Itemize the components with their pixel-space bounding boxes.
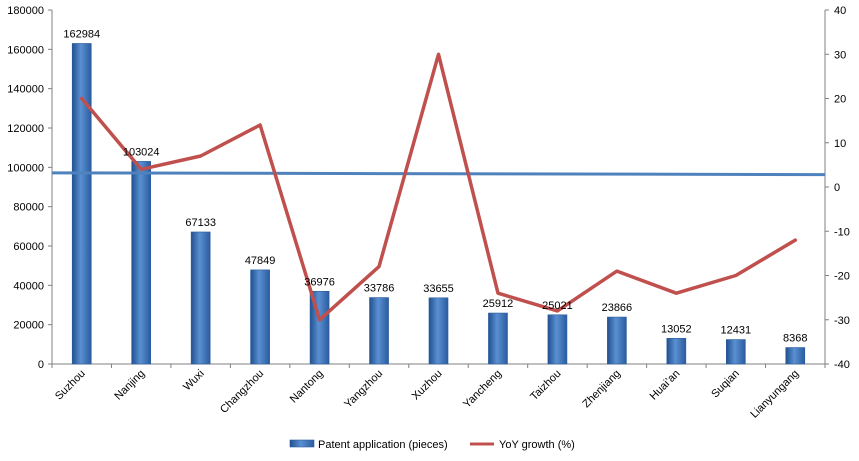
bar: [131, 161, 152, 365]
left-axis-tick-label: 140000: [7, 84, 44, 96]
bar-data-label: 67133: [185, 217, 216, 229]
line-point: [735, 275, 737, 276]
x-axis-tick-label: Lianyungang: [748, 368, 801, 421]
bar: [547, 314, 568, 365]
bar: [190, 231, 211, 365]
bar-data-label: 25021: [542, 300, 573, 312]
right-axis-tick-label: -10: [834, 226, 850, 238]
left-axis-tick-label: 180000: [7, 5, 44, 17]
bar: [666, 338, 687, 365]
bar: [71, 43, 92, 365]
bars: [71, 43, 806, 365]
bar: [369, 297, 389, 365]
bar-data-label: 23866: [602, 302, 633, 314]
left-axis-tick-label: 160000: [7, 44, 44, 56]
line-point: [200, 155, 202, 157]
right-axis-tick-label: 30: [834, 49, 846, 61]
line-point: [378, 266, 380, 268]
line-series: [79, 52, 798, 322]
line-series-group: [79, 52, 798, 322]
x-axis-tick-label: Yangzhou: [342, 368, 385, 411]
line-point: [259, 124, 261, 126]
legend-label-patent: Patent application (pieces): [318, 439, 448, 451]
bar-data-label: 47849: [245, 255, 276, 267]
legend-label-yoy: YoY growth (%): [499, 439, 575, 451]
line-point: [140, 168, 142, 170]
left-axis-tick-label: 40000: [13, 280, 44, 292]
bar-data-label: 162984: [63, 28, 100, 40]
x-axis-tick-label: Suzhou: [53, 368, 88, 403]
bar: [250, 269, 270, 365]
line-point: [319, 319, 321, 321]
right-axis-tick-label: 0: [834, 182, 840, 194]
bar-data-label: 33655: [423, 283, 454, 295]
left-axis-tick-label: 20000: [13, 320, 44, 332]
left-axis-tick-label: 100000: [7, 162, 44, 174]
left-axis-tick-label: 60000: [13, 241, 44, 253]
bar-data-label: 13052: [661, 323, 692, 335]
left-axis-tick-label: 0: [38, 359, 44, 371]
bar-data-label: 25912: [483, 298, 514, 310]
reference-line: [51, 171, 826, 177]
bar-data-label: 103024: [123, 146, 160, 158]
bar: [607, 316, 627, 365]
data-labels: 162984 103024 67133 47849 36976 33786 33655 259…: [63, 28, 807, 344]
bar-data-label: 36976: [304, 276, 335, 288]
bar: [785, 347, 806, 365]
x-axis-tick-label: Nantong: [288, 368, 326, 406]
bar: [488, 312, 508, 365]
legend: Patent application (pieces) YoY growth (%…: [289, 439, 575, 451]
x-axis-tick-label: Huai’an: [648, 368, 683, 403]
bar: [725, 339, 746, 365]
x-axis-tick-label: Changzhou: [218, 368, 266, 416]
reference-line-group: [51, 171, 826, 177]
x-axis-tick-label: Suqian: [709, 368, 742, 401]
right-axis-tick-label: -40: [834, 359, 850, 371]
bar-data-label: 8368: [783, 333, 807, 345]
line-point: [556, 310, 558, 312]
legend-bar-swatch: [289, 439, 315, 448]
line-point: [497, 292, 499, 294]
bar-data-label: 12431: [721, 325, 752, 337]
line-point: [794, 239, 796, 241]
line-point: [438, 53, 439, 55]
x-axis-tick-label: Wuxi: [181, 368, 207, 394]
bar: [428, 297, 449, 365]
x-axis-tick-label: Nanjing: [112, 368, 147, 403]
right-axis-tick-label: 10: [834, 138, 846, 150]
line-point: [675, 292, 677, 294]
bar-data-label: 33786: [364, 283, 395, 295]
x-axis-tick-label: Xuzhou: [410, 368, 445, 403]
x-axis-tick-label: Taizhou: [528, 368, 563, 403]
left-axis-tick-label: 80000: [13, 202, 44, 214]
x-axis-tick-label: Zhenjiang: [580, 368, 623, 411]
left-axis-tick-label: 120000: [7, 123, 44, 135]
right-axis-tick-label: 20: [834, 94, 846, 106]
line-point: [81, 98, 83, 99]
right-axis-tick-label: 40: [834, 5, 846, 17]
x-axis-tick-label: Yancheng: [461, 368, 504, 411]
right-axis-tick-label: -20: [834, 271, 850, 283]
right-axis-tick-label: -30: [834, 315, 850, 327]
line-point: [616, 270, 618, 272]
